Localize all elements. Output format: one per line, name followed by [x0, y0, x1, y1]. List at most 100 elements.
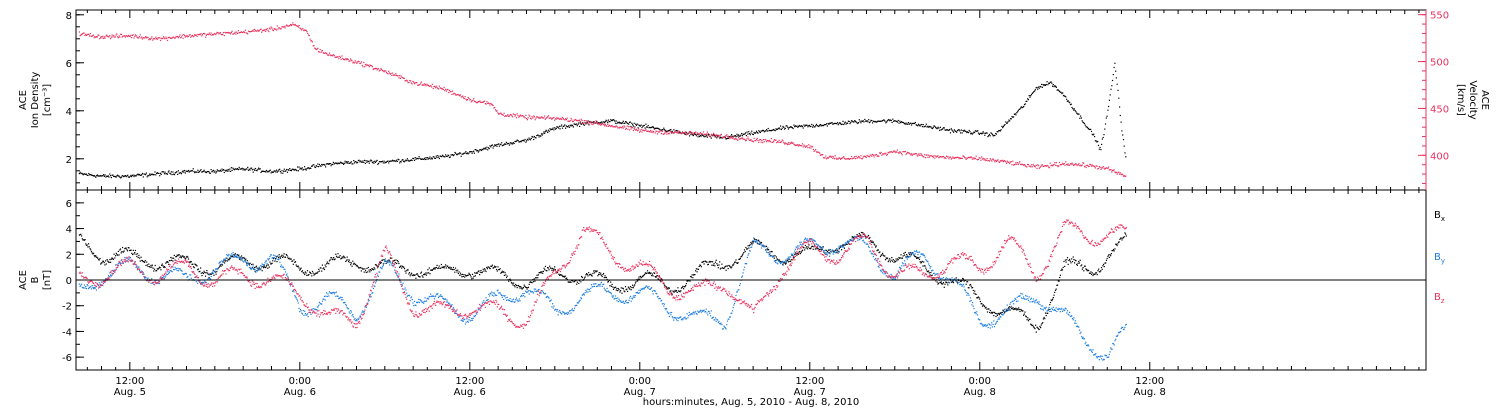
density-point	[239, 168, 241, 170]
velocity-point	[394, 74, 396, 76]
bx-point	[464, 276, 466, 278]
velocity-point	[1037, 164, 1039, 166]
by-point	[566, 312, 568, 314]
density-point	[691, 132, 693, 134]
bx-point	[297, 266, 299, 268]
velocity-point	[607, 123, 609, 125]
density-point	[871, 120, 873, 122]
velocity-point	[441, 88, 444, 90]
bx-point	[529, 281, 531, 283]
by-point	[201, 282, 203, 284]
bx-point	[230, 255, 232, 257]
by-point	[644, 287, 646, 289]
velocity-point	[1013, 164, 1015, 166]
bx-point	[944, 283, 946, 285]
velocity-point	[293, 24, 295, 26]
velocity-point	[124, 36, 126, 38]
density-point	[329, 163, 331, 165]
density-point	[505, 141, 507, 143]
velocity-point	[297, 26, 299, 28]
bx-point	[161, 264, 163, 266]
velocity-point	[105, 35, 107, 37]
by-point	[507, 299, 509, 301]
velocity-point	[295, 25, 297, 27]
bx-point	[161, 263, 163, 265]
density-point	[251, 167, 253, 169]
velocity-point	[473, 98, 475, 100]
bx-point	[477, 270, 479, 273]
bx-point	[516, 287, 518, 289]
velocity-point	[543, 117, 545, 119]
bx-point	[1081, 268, 1083, 270]
velocity-point	[159, 39, 162, 42]
bx-point	[400, 265, 402, 267]
velocity-point	[861, 158, 863, 160]
bx-point	[946, 282, 948, 284]
density-point	[702, 134, 704, 136]
density-point	[754, 132, 756, 134]
velocity-point	[344, 59, 346, 61]
velocity-point	[875, 154, 878, 156]
velocity-point	[304, 29, 306, 31]
by-point	[286, 273, 288, 275]
velocity-point	[812, 146, 814, 148]
by-point	[616, 300, 618, 302]
bx-point	[820, 249, 822, 251]
bx-point	[352, 260, 354, 262]
bx-point	[388, 259, 390, 261]
density-point	[550, 129, 552, 131]
density-point	[864, 118, 866, 120]
density-point	[226, 170, 229, 172]
density-point	[1026, 100, 1028, 102]
density-point	[483, 147, 485, 149]
velocity-point	[913, 153, 915, 155]
bx-point	[598, 272, 600, 274]
bx-point	[730, 267, 732, 269]
velocity-point	[667, 131, 669, 133]
bx-point	[883, 255, 885, 257]
velocity-point	[566, 117, 568, 119]
density-point	[374, 161, 377, 163]
velocity-point	[868, 156, 871, 158]
bx-point	[120, 252, 122, 254]
by-point	[607, 290, 609, 292]
bx-point	[670, 290, 672, 292]
velocity-point	[486, 101, 488, 103]
density-point	[965, 130, 967, 133]
bx-point	[1052, 297, 1054, 299]
bx-point	[931, 274, 933, 276]
bx-point	[146, 264, 148, 266]
density-point	[805, 124, 807, 126]
density-point	[797, 126, 799, 128]
by-point	[622, 301, 624, 303]
by-point	[503, 295, 505, 297]
density-point	[818, 125, 820, 128]
bx-point	[971, 287, 973, 289]
by-point	[615, 297, 617, 300]
velocity-point	[151, 36, 153, 38]
bx-point	[526, 288, 528, 290]
density-point	[706, 136, 708, 138]
bx-point	[1037, 328, 1040, 330]
bx-point	[323, 267, 325, 269]
by-point	[345, 305, 348, 307]
velocity-point	[297, 25, 299, 27]
bx-point	[549, 267, 551, 269]
velocity-point	[1058, 165, 1060, 167]
bx-point	[1090, 271, 1092, 273]
density-point	[514, 140, 516, 142]
velocity-point	[405, 80, 407, 82]
velocity-point	[540, 116, 543, 118]
density-point	[1014, 113, 1016, 115]
bx-point	[138, 254, 140, 257]
by-point	[269, 256, 271, 258]
velocity-point	[996, 159, 998, 162]
bx-point	[780, 261, 782, 263]
density-point	[1017, 110, 1019, 112]
density-point	[943, 127, 945, 129]
bx-point	[270, 263, 272, 265]
density-point	[246, 168, 248, 170]
velocity-point	[466, 99, 468, 101]
density-point	[312, 164, 314, 166]
by-point	[323, 298, 325, 300]
